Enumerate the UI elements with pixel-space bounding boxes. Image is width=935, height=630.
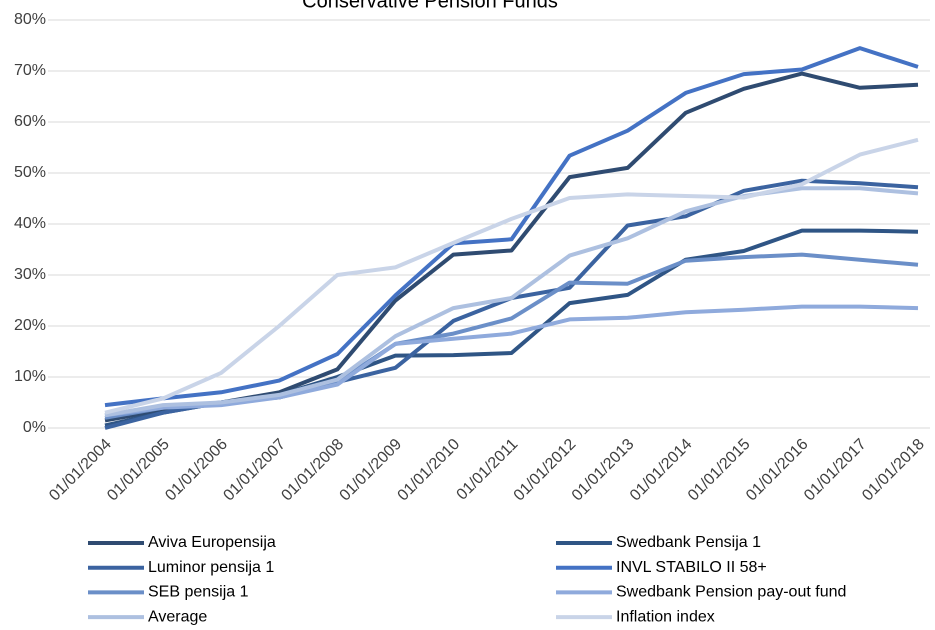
series-line — [104, 228, 919, 428]
series-line — [104, 304, 919, 418]
legend-label: Swedbank Pension pay-out fund — [616, 584, 846, 601]
y-tick-label: 0% — [23, 419, 46, 436]
legend-label: Aviva Europensija — [148, 534, 276, 551]
y-tick-label: 80% — [14, 11, 46, 28]
y-tick-label: 60% — [14, 113, 46, 130]
legend-label: SEB pensija 1 — [148, 584, 249, 601]
series-line — [104, 186, 919, 418]
legend-label: Inflation index — [616, 608, 715, 625]
y-tick-label: 40% — [14, 215, 46, 232]
legend-label: Luminor pensija 1 — [148, 559, 274, 576]
series-line — [104, 46, 919, 408]
y-tick-label: 50% — [14, 164, 46, 181]
x-tick-label: 01/01/2010 — [395, 436, 464, 505]
legend-label: Swedbank Pensija 1 — [616, 534, 761, 551]
series-line — [104, 137, 919, 415]
legend-label: Average — [148, 608, 207, 625]
legend-label: INVL STABILO II 58+ — [616, 559, 767, 576]
y-tick-label: 10% — [14, 368, 46, 385]
y-tick-label: 70% — [14, 62, 46, 79]
series-line — [104, 252, 919, 420]
x-tick-label: 01/01/2018 — [859, 436, 928, 505]
chart-title: Conservative Pension Funds — [302, 0, 558, 12]
y-tick-label: 20% — [14, 317, 46, 334]
y-tick-label: 30% — [14, 266, 46, 283]
